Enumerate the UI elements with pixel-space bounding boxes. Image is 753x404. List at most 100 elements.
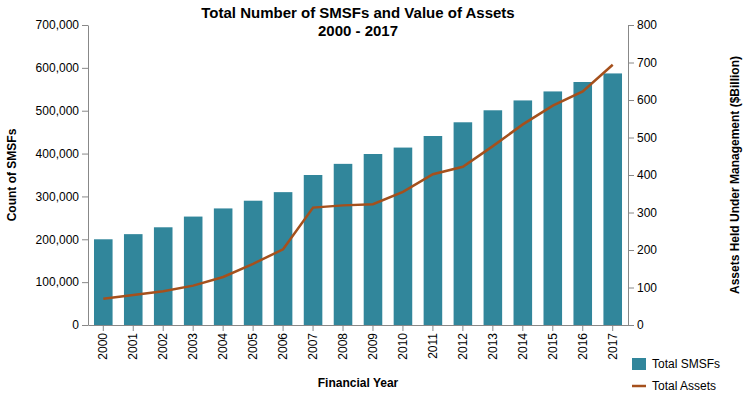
tick-label: 200 xyxy=(637,243,657,257)
tick-mark xyxy=(313,325,314,331)
tick-mark xyxy=(612,325,613,331)
tick-label: 700,000 xyxy=(36,18,80,32)
tick: 2000 xyxy=(96,325,110,360)
x-axis: 2000 2001 2002 2003 2004 2005 2006 2007 2008 2009… xyxy=(89,325,629,360)
bar xyxy=(304,175,323,325)
tick-label: 2008 xyxy=(336,333,350,360)
tick: 800 xyxy=(628,18,657,32)
tick: 0 xyxy=(628,318,644,332)
bar xyxy=(573,82,592,325)
legend-label: Total Assets xyxy=(652,379,716,393)
tick-mark xyxy=(628,325,634,326)
tick-label: 2016 xyxy=(576,333,590,360)
tick-mark xyxy=(628,25,634,26)
tick: 2003 xyxy=(186,325,200,360)
bar xyxy=(124,234,143,325)
legend: Total SMSFs Total Assets xyxy=(632,357,720,393)
tick-label: 400,000 xyxy=(36,147,80,161)
tick-label: 2010 xyxy=(396,333,410,360)
tick-label: 0 xyxy=(637,318,644,332)
tick-label: 2000 xyxy=(96,333,110,360)
bar xyxy=(334,164,353,325)
bar xyxy=(424,136,443,325)
tick-label: 2001 xyxy=(126,333,140,360)
tick-label: 400 xyxy=(637,168,657,182)
tick: 2007 xyxy=(306,325,320,360)
tick-mark xyxy=(253,325,254,331)
bar xyxy=(364,154,383,325)
tick-mark xyxy=(372,325,373,331)
tick: 600 xyxy=(628,93,657,107)
tick-mark xyxy=(582,325,583,331)
title: Total Number of SMSFs and Value of Asset… xyxy=(201,4,514,21)
tick-mark xyxy=(628,213,634,214)
subtitle: 2000 - 2017 xyxy=(318,22,398,39)
tick: 100,000 xyxy=(36,275,88,289)
tick-mark xyxy=(223,325,224,331)
tick-mark xyxy=(283,325,284,331)
tick-mark xyxy=(82,282,88,283)
tick-label: 500 xyxy=(637,131,657,145)
tick-label: 600 xyxy=(637,93,657,107)
tick-mark xyxy=(82,154,88,155)
bar xyxy=(184,217,203,325)
tick-mark xyxy=(552,325,553,331)
bar xyxy=(214,208,233,325)
legend-swatch xyxy=(632,385,646,388)
tick-mark xyxy=(628,250,634,251)
tick: 700,000 xyxy=(36,18,88,32)
x-axis-title: Financial Year xyxy=(318,376,399,390)
tick: 2002 xyxy=(156,325,170,360)
tick: 2013 xyxy=(486,325,500,360)
line xyxy=(103,65,612,299)
tick: 2005 xyxy=(246,325,260,360)
tick-label: 2014 xyxy=(516,333,530,360)
tick-label: 0 xyxy=(72,318,79,332)
tick-label: 2015 xyxy=(546,333,560,360)
tick-mark xyxy=(492,325,493,331)
bar xyxy=(94,239,113,325)
tick-mark xyxy=(432,325,433,331)
tick-label: 100 xyxy=(637,281,657,295)
tick-mark xyxy=(103,325,104,331)
tick: 400 xyxy=(628,168,657,182)
tick-label: 2017 xyxy=(606,333,620,360)
tick: 700 xyxy=(628,56,657,70)
tick-label: 2009 xyxy=(366,333,380,360)
tick-mark xyxy=(628,175,634,176)
tick-label: 2007 xyxy=(306,333,320,360)
bar xyxy=(274,192,293,325)
tick-mark xyxy=(82,239,88,240)
tick-mark xyxy=(628,63,634,64)
tick-mark xyxy=(462,325,463,331)
tick-mark xyxy=(522,325,523,331)
legend-item: Total SMSFs xyxy=(632,357,720,371)
tick-label: 100,000 xyxy=(36,275,80,289)
tick: 2010 xyxy=(396,325,410,360)
tick-mark xyxy=(163,325,164,331)
tick-label: 2003 xyxy=(186,333,200,360)
tick-mark xyxy=(82,111,88,112)
tick: 200,000 xyxy=(36,233,88,247)
tick: 2016 xyxy=(576,325,590,360)
tick-mark xyxy=(628,100,634,101)
tick-label: 2004 xyxy=(216,333,230,360)
tick-label: 2013 xyxy=(486,333,500,360)
tick: 300 xyxy=(628,206,657,220)
tick: 500 xyxy=(628,131,657,145)
tick-mark xyxy=(193,325,194,331)
tick-label: 2011 xyxy=(426,333,440,359)
y-axis-title: Count of SMSFs xyxy=(5,128,19,221)
chart: 0100,000200,000300,000400,000500,000600,… xyxy=(0,0,753,404)
tick: 2014 xyxy=(516,325,530,360)
tick: 2004 xyxy=(216,325,230,360)
tick-mark xyxy=(628,288,634,289)
bar xyxy=(543,91,562,325)
tick-label: 2005 xyxy=(246,333,260,360)
tick: 2009 xyxy=(366,325,380,360)
bar xyxy=(154,227,173,325)
tick-label: 2006 xyxy=(276,333,290,360)
tick-label: 300,000 xyxy=(36,190,80,204)
tick: 2006 xyxy=(276,325,290,360)
tick-mark xyxy=(82,68,88,69)
